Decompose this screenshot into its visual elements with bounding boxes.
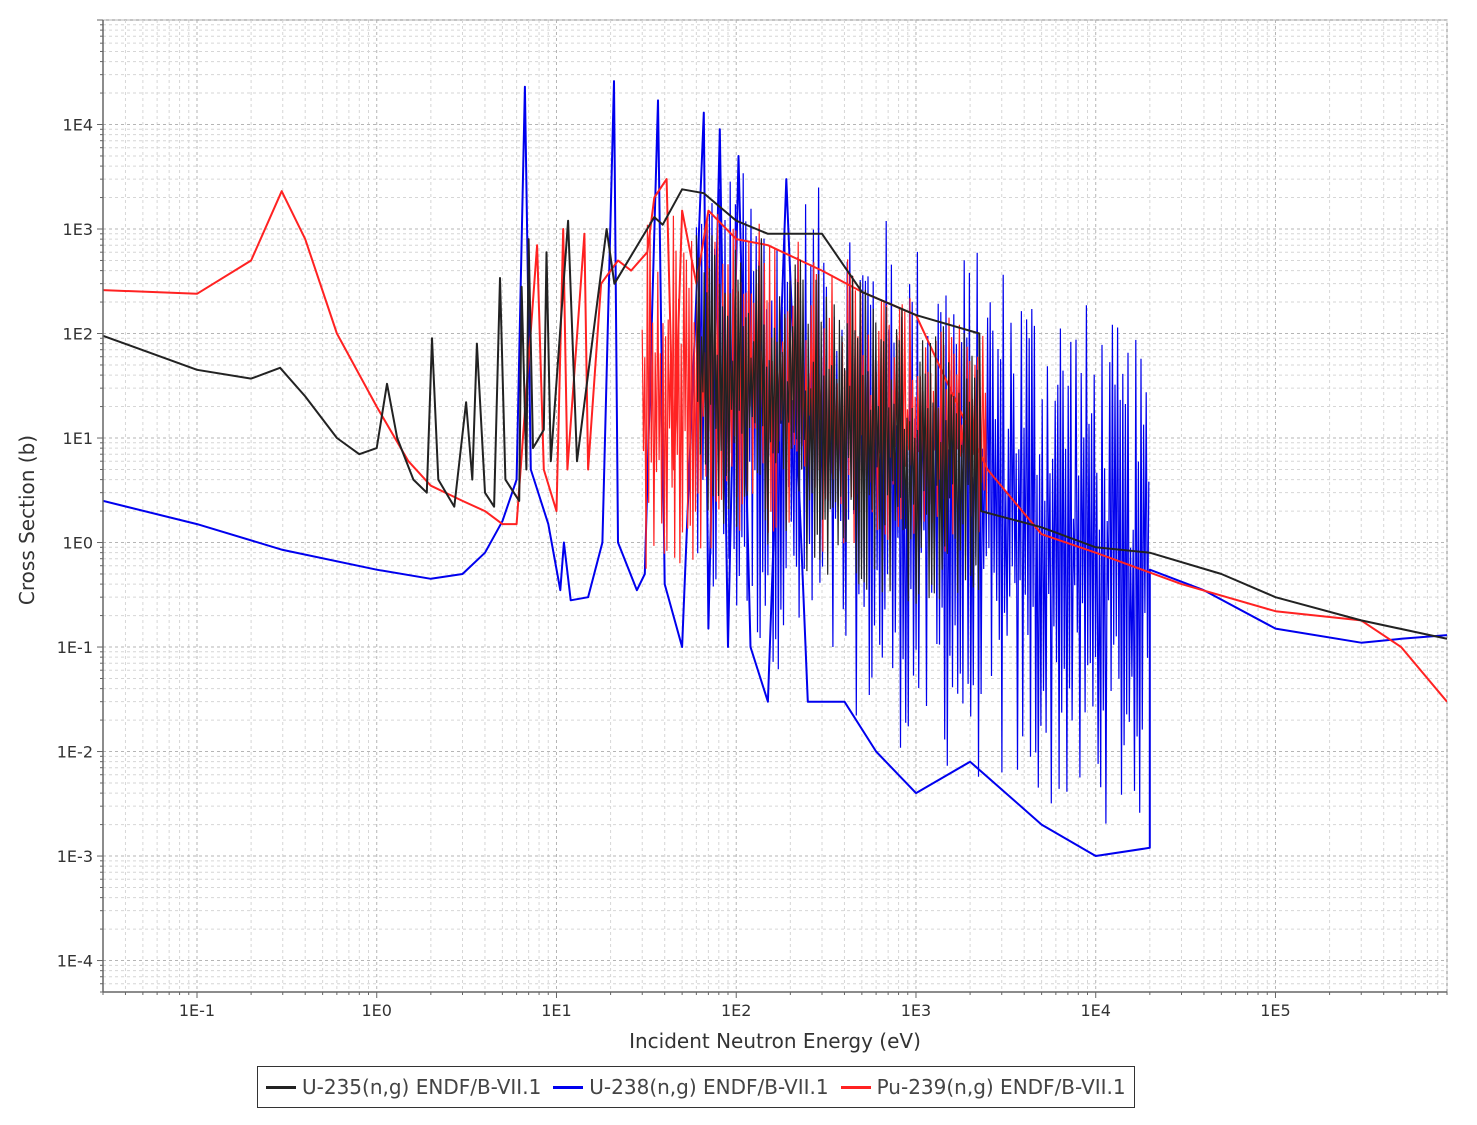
grid xyxy=(102,19,1448,993)
y-tick-label: 1E4 xyxy=(63,116,93,135)
legend-item: U-235(n,g) ENDF/B-VII.1 xyxy=(266,1075,541,1099)
legend-swatch xyxy=(553,1085,584,1089)
y-tick-label: 1E1 xyxy=(63,429,93,448)
legend-label: U-235(n,g) ENDF/B-VII.1 xyxy=(302,1075,542,1099)
y-tick-label: 1E-2 xyxy=(57,743,93,762)
x-tick-label: 1E2 xyxy=(721,1001,751,1020)
x-tick-label: 1E4 xyxy=(1080,1001,1110,1020)
y-tick-label: 1E-3 xyxy=(57,847,93,866)
legend-item: U-238(n,g) ENDF/B-VII.1 xyxy=(553,1075,829,1099)
y-tick-label: 1E-4 xyxy=(57,952,93,971)
x-axis-title: Incident Neutron Energy (eV) xyxy=(629,1029,921,1053)
y-axis-title: Cross Section (b) xyxy=(15,435,39,605)
legend: U-235(n,g) ENDF/B-VII.1 U-238(n,g) ENDF/B… xyxy=(257,1066,1135,1108)
resonance-band xyxy=(695,235,980,604)
series-line xyxy=(103,178,1447,703)
y-tick-label: 1E2 xyxy=(63,325,93,344)
legend-item: Pu-239(n,g) ENDF/B-VII.1 xyxy=(840,1075,1126,1099)
x-tick-label: 1E5 xyxy=(1260,1001,1290,1020)
x-tick-label: 1E-1 xyxy=(179,1001,215,1020)
series-U-235(n,g) ENDF/B-VII.1 xyxy=(103,188,1447,640)
legend-swatch xyxy=(266,1085,296,1089)
y-tick-label: 1E0 xyxy=(63,534,93,553)
series-line xyxy=(103,188,1447,640)
legend-label: U-238(n,g) ENDF/B-VII.1 xyxy=(589,1075,829,1099)
y-tick-label: 1E3 xyxy=(63,220,93,239)
x-tick-label: 1E3 xyxy=(901,1001,931,1020)
plot-area xyxy=(103,80,1447,857)
series-line xyxy=(103,80,1447,857)
legend-label: Pu-239(n,g) ENDF/B-VII.1 xyxy=(876,1075,1126,1099)
y-tick-label: 1E-1 xyxy=(57,638,93,657)
legend-swatch xyxy=(840,1085,871,1089)
axes: 1E-1 1E0 1E1 1E2 1E3 1E4 1E5 1E-4 1E-3 1E-2 1E-1 1E… xyxy=(57,19,1448,1020)
x-tick-label: 1E0 xyxy=(362,1001,392,1020)
x-tick-label: 1E1 xyxy=(541,1001,571,1020)
